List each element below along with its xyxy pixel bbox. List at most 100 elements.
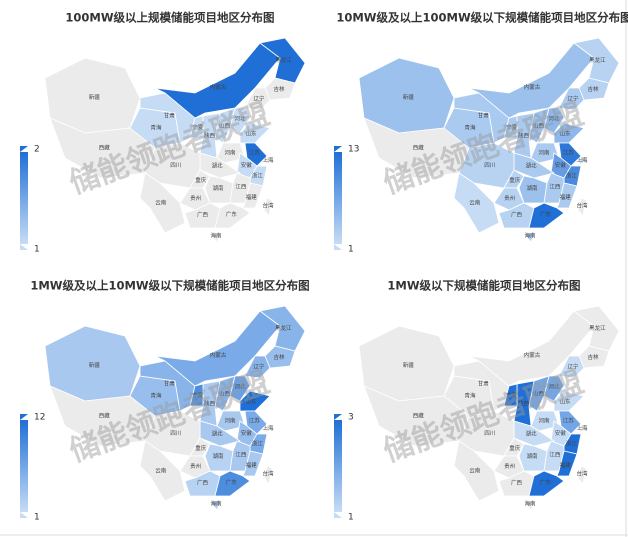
region-label: 河南 <box>538 417 550 425</box>
region-label: 贵州 <box>504 462 515 470</box>
region-label: 台湾 <box>576 202 588 210</box>
visual-map-min: 1 <box>34 245 40 255</box>
region-label: 陕西 <box>204 400 216 408</box>
region-label: 福建 <box>560 193 572 201</box>
region <box>216 410 246 432</box>
region-label: 贵州 <box>504 194 515 202</box>
region-label: 青海 <box>150 392 162 400</box>
region-label: 海南 <box>524 232 536 240</box>
region-label: 陕西 <box>518 400 530 408</box>
region <box>523 499 536 511</box>
region-label: 上海 <box>576 156 588 164</box>
region <box>530 410 560 432</box>
visual-map-max: 3 <box>348 413 354 423</box>
region <box>216 142 246 164</box>
region-label: 海南 <box>210 232 222 240</box>
region-label: 江西 <box>235 184 247 191</box>
region-label: 新疆 <box>89 93 101 101</box>
region <box>503 115 518 139</box>
region-label: 四川 <box>170 162 181 169</box>
region-label: 广西 <box>197 479 209 487</box>
visual-map-bar <box>334 152 342 244</box>
region-label: 河南 <box>224 417 236 425</box>
region-label: 湖南 <box>526 452 538 460</box>
region-label: 四川 <box>484 162 495 169</box>
region <box>553 390 585 412</box>
region <box>530 142 560 164</box>
region-label: 辽宁 <box>253 94 265 102</box>
visual-map-handle <box>20 244 28 250</box>
region-label: 山东 <box>245 398 257 406</box>
visual-map-bar <box>20 152 28 244</box>
region-label: 湖北 <box>525 429 537 437</box>
region-label: 四川 <box>484 430 495 437</box>
region-label: 湖北 <box>211 161 223 169</box>
region-label: 青海 <box>464 124 476 132</box>
region-label: 西藏 <box>99 412 111 420</box>
region-label: 新疆 <box>89 361 101 369</box>
region <box>553 122 585 144</box>
visual-map-handle <box>334 244 342 250</box>
region <box>578 155 587 166</box>
region-label: 上海 <box>576 424 588 432</box>
region-label: 宁夏 <box>506 123 518 131</box>
region-label: 广西 <box>197 211 209 219</box>
region <box>528 202 565 229</box>
region-label: 辽宁 <box>567 94 579 102</box>
region-label: 江西 <box>549 452 561 459</box>
region-label: 西藏 <box>413 144 425 152</box>
region <box>577 465 587 485</box>
region-label: 山东 <box>559 398 571 406</box>
region-label: 福建 <box>246 193 258 201</box>
region-label: 重庆 <box>195 444 207 452</box>
region-label: 广东 <box>540 478 552 486</box>
region-label: 河南 <box>538 149 550 157</box>
region-label: 广东 <box>226 210 238 218</box>
region <box>453 172 500 234</box>
region-label: 内蒙古 <box>210 351 227 359</box>
region-label: 湖南 <box>526 184 538 192</box>
region-label: 海南 <box>210 500 222 508</box>
region-label: 吉林 <box>273 353 285 361</box>
region-label: 青海 <box>464 392 476 400</box>
region-label: 贵州 <box>190 462 201 470</box>
region <box>578 345 610 369</box>
region-label: 黑龙江 <box>275 324 292 332</box>
region-label: 新疆 <box>403 93 415 101</box>
region-label: 河南 <box>224 149 236 157</box>
map-title: 10MW级及以上100MW级以下规模储能项目地区分布图 <box>336 11 628 25</box>
region <box>244 142 268 167</box>
region <box>264 345 296 369</box>
region-label: 山西 <box>533 390 545 398</box>
region-label: 湖北 <box>211 429 223 437</box>
map-title: 1MW级以下规模储能项目地区分布图 <box>387 279 580 293</box>
region-label: 江苏 <box>563 417 575 425</box>
region-label: 河北 <box>548 115 560 123</box>
region <box>523 231 536 243</box>
region-label: 新疆 <box>403 361 415 369</box>
region-label: 广西 <box>511 211 523 219</box>
region <box>264 77 296 101</box>
region-label: 河北 <box>548 383 560 391</box>
region-label: 江苏 <box>563 149 575 157</box>
region <box>139 172 186 234</box>
region-label: 台湾 <box>262 470 274 478</box>
region <box>264 423 273 434</box>
region-label: 辽宁 <box>567 362 579 370</box>
region-label: 湖南 <box>212 184 224 192</box>
visual-map-handle <box>334 512 342 518</box>
region <box>209 231 222 243</box>
visual-map-bar <box>20 420 28 512</box>
region-label: 福建 <box>560 461 572 469</box>
visual-map-handle <box>20 146 28 152</box>
region-label: 重庆 <box>509 444 521 452</box>
region <box>558 87 585 111</box>
region <box>214 470 251 497</box>
region-label: 山西 <box>219 390 231 398</box>
region <box>189 115 204 139</box>
region <box>453 440 500 502</box>
region-label: 吉林 <box>587 85 599 93</box>
region-label: 吉林 <box>273 85 285 93</box>
region-label: 宁夏 <box>506 391 518 399</box>
